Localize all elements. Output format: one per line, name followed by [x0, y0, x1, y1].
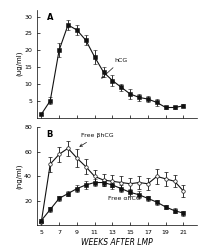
X-axis label: WEEKS AFTER LMP: WEEKS AFTER LMP [81, 238, 152, 245]
Text: A: A [46, 13, 53, 22]
Y-axis label: (ng/ml): (ng/ml) [16, 164, 23, 189]
Text: Free αhCG: Free αhCG [108, 196, 140, 201]
Text: hCG: hCG [101, 58, 127, 78]
Y-axis label: (ug/ml): (ug/ml) [16, 51, 23, 76]
Text: B: B [46, 130, 53, 139]
Text: Free βhCG: Free βhCG [80, 133, 113, 147]
